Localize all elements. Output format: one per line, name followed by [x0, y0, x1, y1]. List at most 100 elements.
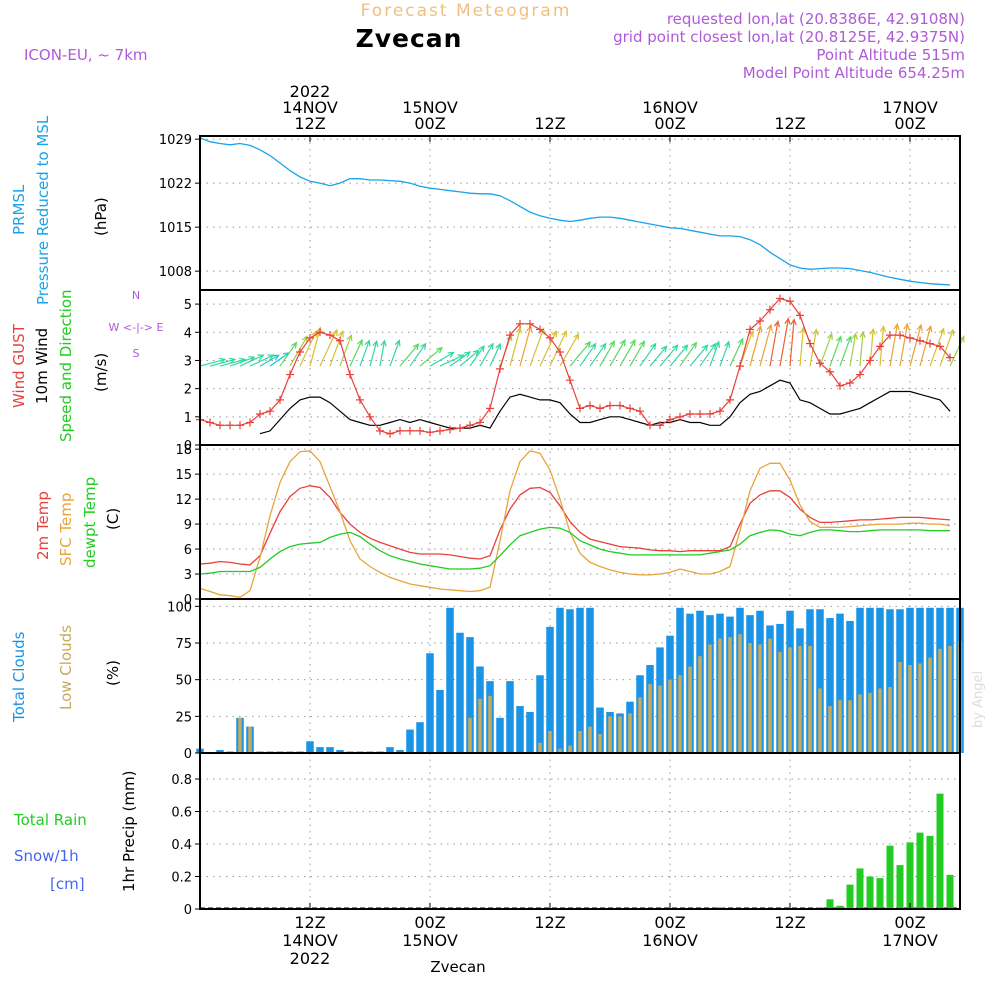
wind-arrow-shaft: [429, 351, 454, 367]
wind-arrow-shaft: [599, 341, 615, 367]
total-cloud-bar: [866, 607, 874, 753]
wind-arrow-head: [412, 343, 420, 351]
gust-marker: [356, 395, 364, 404]
wind-arrow-head: [826, 332, 833, 340]
gust-marker: [616, 401, 624, 410]
total-cloud-bar: [536, 675, 544, 753]
wind-arrow-shaft: [459, 349, 480, 367]
wind-arrow-shaft: [309, 327, 321, 367]
precip-plot: [200, 793, 960, 909]
wind-arrow-head: [495, 342, 501, 350]
gust-marker: [786, 297, 794, 306]
low-cloud-bar: [578, 731, 582, 753]
low-cloud-bar: [728, 637, 732, 753]
gust-marker: [466, 421, 474, 430]
low-cloud-bar: [488, 695, 492, 753]
low-cloud-bar: [918, 663, 922, 753]
clouds-ytick-label: 100: [167, 600, 192, 615]
wind-arrow-shaft: [919, 326, 932, 367]
wind-arrow-head: [859, 330, 866, 338]
wind-arrow-head: [938, 327, 945, 335]
precip-bar: [856, 868, 864, 909]
clouds-y-axis: 0 25 50 75 100: [167, 600, 200, 762]
sfc-temp-line: [199, 450, 951, 598]
wind-arrow-shaft: [679, 342, 697, 367]
total-cloud-bar: [566, 609, 574, 753]
low-cloud-bar: [878, 688, 882, 753]
wind-arrow-shaft: [709, 341, 720, 367]
temperature-y-axis: 0 3 6 9 12 15 18: [175, 443, 200, 608]
precip-bar: [846, 884, 854, 909]
low-cloud-bar: [938, 648, 942, 753]
wind-arrow-shaft: [859, 331, 864, 367]
gust-marker: [886, 331, 894, 340]
gust-marker: [896, 331, 904, 340]
gust-marker: [856, 370, 864, 379]
grid-point-coords: grid point closest lon,lat (20.8125E, 42…: [613, 28, 965, 46]
wind-arrow-head: [773, 320, 781, 328]
gust-label: Wind GUST: [10, 323, 28, 408]
wind-arrow-shaft: [409, 343, 427, 367]
low-cloud-bar: [648, 684, 652, 753]
gust-marker: [756, 317, 764, 325]
gust-marker: [476, 418, 484, 427]
gust-marker: [346, 370, 354, 379]
wind-arrow-head: [420, 342, 427, 350]
temperature-ytick-label: 18: [175, 443, 192, 458]
header-title-top: Forecast Meteogram: [361, 1, 572, 21]
gust-marker: [456, 424, 464, 433]
gust-marker: [336, 336, 344, 345]
total-cloud-bar: [596, 707, 604, 753]
gust-marker: [416, 426, 424, 435]
wind-arrow-head: [584, 340, 592, 349]
precip-grid: [200, 753, 960, 910]
total-cloud-bar: [446, 607, 454, 753]
wind10m-label: 10m Wind: [33, 328, 51, 404]
temperature-ytick-label: 15: [175, 468, 192, 483]
low-cloud-bar: [788, 647, 792, 753]
gust-marker: [576, 404, 584, 413]
clouds-ytick-label: 25: [175, 710, 192, 725]
total-cloud-bar: [336, 750, 344, 753]
gust-marker: [776, 294, 784, 303]
gust-marker: [366, 412, 374, 421]
wind-arrow-shaft: [619, 339, 636, 367]
low-cloud-bar: [678, 675, 682, 753]
wind-arrow-shaft: [359, 340, 370, 367]
wind-panel: 0 1 2 3 4 5: [184, 289, 965, 454]
wind-arrow-head: [812, 328, 819, 336]
low-cloud-bar: [898, 662, 902, 753]
wind-ytick-label: 2: [184, 383, 192, 398]
wind-arrow-head: [714, 340, 721, 348]
precip-bar: [926, 835, 934, 909]
gust-marker: [656, 421, 664, 430]
pressure-ytick-label: 1015: [159, 221, 192, 236]
pressure-label-prmsl: PRMSL: [10, 184, 28, 235]
wind-arrow-shaft: [369, 341, 378, 367]
wind-arrow-head: [851, 332, 858, 340]
bottom-time-label: 12Z: [774, 913, 805, 932]
low-cloud-bar: [928, 657, 932, 753]
top-time-label: 00Z: [414, 114, 445, 133]
low-cloud-bar: [848, 700, 852, 753]
wind-arrow-head: [799, 326, 807, 334]
gust-marker: [796, 311, 804, 320]
temperature-grid: [200, 445, 960, 600]
gust-line: [199, 297, 951, 435]
wind-arrow-shaft: [389, 340, 400, 367]
wind-arrow-shaft: [479, 343, 494, 367]
gust-marker: [826, 367, 834, 376]
clouds-ytick-label: 0: [184, 747, 192, 762]
wind-arrow-head: [301, 335, 308, 343]
temperature-plot: [199, 450, 951, 598]
gust-marker: [306, 333, 314, 342]
bottom-time-label: 00Z: [654, 913, 685, 932]
wind-arrow-head: [228, 357, 237, 364]
pressure-panel: 1008 1015 1022 1029: [159, 133, 961, 291]
gust-marker: [266, 407, 274, 416]
top-time-label: 12Z: [774, 114, 805, 133]
wind-arrow-shaft: [659, 344, 678, 367]
bottom-time-label: 00Z: [414, 913, 445, 932]
wind-arrow-head: [472, 349, 480, 357]
wind-arrow-shaft: [519, 326, 532, 367]
